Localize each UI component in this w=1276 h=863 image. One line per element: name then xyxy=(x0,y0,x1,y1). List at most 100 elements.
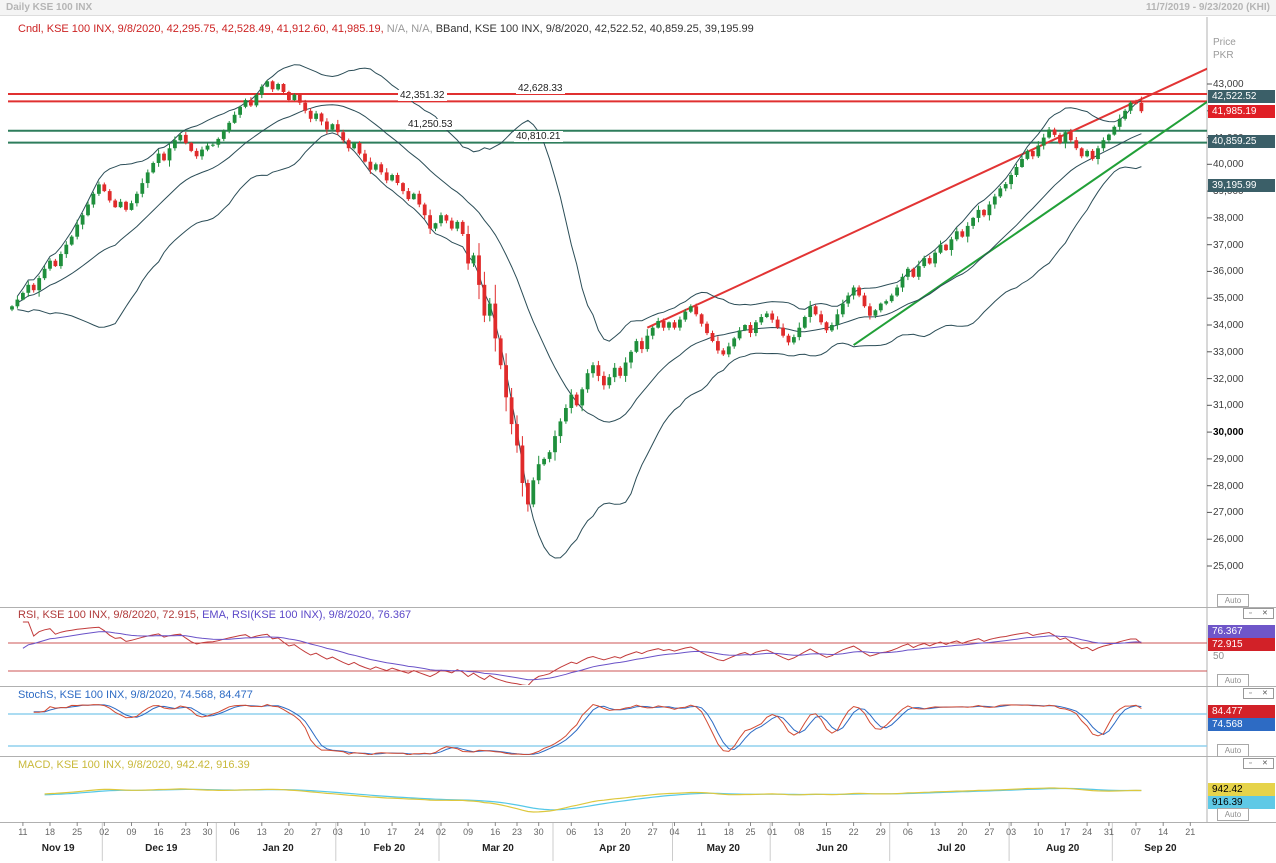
date-tick-label: 06 xyxy=(902,827,913,837)
price-axis-tick-label: 25,000 xyxy=(1213,561,1244,572)
rsi-value-badge: 76.367 xyxy=(1208,625,1275,638)
date-tick-label: 03 xyxy=(1006,827,1017,837)
price-axis-tick-label: 28,000 xyxy=(1213,480,1244,492)
price-level-label[interactable]: 40,810.21 xyxy=(514,131,563,143)
pane-window-controls: ▫ ✕ xyxy=(1243,608,1274,619)
legend-na-values: N/A, N/A, xyxy=(383,23,436,35)
macd-value-badge: 942.42 xyxy=(1208,783,1275,796)
price-axis-tick-label: 29,000 xyxy=(1213,453,1244,465)
date-tick-label: 13 xyxy=(593,827,604,837)
date-tick-label: 29 xyxy=(875,827,886,837)
date-tick-label: 21 xyxy=(1185,827,1196,837)
date-tick-label: 30 xyxy=(533,827,544,837)
date-tick-label: 25 xyxy=(745,827,756,837)
price-axis-tick-label: 30,000 xyxy=(1213,427,1244,439)
price-axis-tick-label: 40,000 xyxy=(1213,159,1244,171)
month-label: Jul 20 xyxy=(937,843,966,854)
pane-window-controls: ▫ ✕ xyxy=(1243,758,1274,769)
price-axis-tick-label: 34,000 xyxy=(1213,320,1244,331)
macd-pane-layer xyxy=(44,787,1142,813)
date-tick-label: 13 xyxy=(930,827,941,837)
date-tick-label: 02 xyxy=(99,827,110,837)
date-tick-label: 09 xyxy=(126,827,137,837)
macd-value-badge: 916.39 xyxy=(1208,796,1275,809)
price-level-label[interactable]: 42,351.32 xyxy=(398,89,447,101)
price-axis-tick-label: 43,000 xyxy=(1213,79,1244,90)
rsi-pane-layer xyxy=(8,621,1207,685)
stoch-value-badge: 84.477 xyxy=(1208,705,1275,718)
rsi-value-badge: 72.915 xyxy=(1208,638,1275,651)
price-level-label[interactable]: 42,628.33 xyxy=(516,82,565,94)
price-axis-tick-label: 27,000 xyxy=(1213,507,1244,519)
price-axis-badge: 41,985.19 xyxy=(1208,104,1275,118)
date-tick-label: 23 xyxy=(180,827,191,837)
pane-close-icon[interactable]: ✕ xyxy=(1261,690,1268,697)
main-chart-legend: Cndl, KSE 100 INX, 9/8/2020, 42,295.75, … xyxy=(18,23,754,35)
date-tick-label: 08 xyxy=(794,827,805,837)
candlestick-legend[interactable]: Cndl, KSE 100 INX, 9/8/2020, 42,295.75, … xyxy=(18,23,384,35)
pane-close-icon[interactable]: ✕ xyxy=(1261,610,1268,617)
date-tick-label: 18 xyxy=(723,827,734,837)
month-label: Dec 19 xyxy=(145,843,178,854)
macd-legend[interactable]: MACD, KSE 100 INX, 9/8/2020, 942.42, 916… xyxy=(18,759,250,771)
chart-header: Daily KSE 100 INX 11/7/2019 - 9/23/2020 … xyxy=(0,0,1276,16)
month-label: Nov 19 xyxy=(41,843,75,854)
price-axis-tick-label: 31,000 xyxy=(1213,400,1244,412)
auto-scale-button[interactable]: Auto xyxy=(1217,808,1249,821)
pane-restore-icon[interactable]: ▫ xyxy=(1249,690,1252,697)
date-tick-label: 25 xyxy=(72,827,83,837)
date-tick-label: 20 xyxy=(957,827,968,837)
date-tick-label: 02 xyxy=(435,827,446,837)
date-tick-label: 16 xyxy=(153,827,164,837)
month-label: Jan 20 xyxy=(262,843,294,854)
date-tick-label: 27 xyxy=(311,827,322,837)
stoch-pane-layer xyxy=(8,703,1207,755)
date-tick-label: 30 xyxy=(202,827,213,837)
date-tick-label: 07 xyxy=(1130,827,1141,837)
month-label: Jun 20 xyxy=(816,843,848,854)
price-axis-tick-label: 37,000 xyxy=(1213,239,1244,251)
pane-restore-icon[interactable]: ▫ xyxy=(1249,610,1252,617)
date-tick-label: 24 xyxy=(1082,827,1093,837)
price-pane-layer xyxy=(8,64,1207,559)
rsi-legend-main[interactable]: RSI, KSE 100 INX, 9/8/2020, 72.915, xyxy=(18,609,203,621)
date-tick-label: 14 xyxy=(1158,827,1169,837)
date-tick-label: 22 xyxy=(848,827,859,837)
rsi-mid-level-label: 50 xyxy=(1213,651,1225,662)
price-level-label[interactable]: 41,250.53 xyxy=(406,119,455,131)
rsi-legend-ema[interactable]: EMA, RSI(KSE 100 INX), 9/8/2020, 76.367 xyxy=(202,609,412,621)
rsi-legend[interactable]: RSI, KSE 100 INX, 9/8/2020, 72.915, EMA,… xyxy=(18,609,411,621)
date-tick-label: 01 xyxy=(767,827,778,837)
auto-scale-button[interactable]: Auto xyxy=(1217,674,1249,687)
date-tick-label: 11 xyxy=(696,827,707,837)
price-axis-title-line1: Price xyxy=(1213,37,1236,48)
date-tick-label: 24 xyxy=(414,827,425,837)
month-label: Mar 20 xyxy=(482,843,514,854)
date-tick-label: 17 xyxy=(387,827,398,837)
bband-legend[interactable]: BBand, KSE 100 INX, 9/8/2020, 42,522.52,… xyxy=(435,23,754,35)
pane-restore-icon[interactable]: ▫ xyxy=(1249,760,1252,767)
stoch-value-badge: 74.568 xyxy=(1208,718,1275,731)
chart-date-range: 11/7/2019 - 9/23/2020 (KHI) xyxy=(1146,2,1270,13)
pane-close-icon[interactable]: ✕ xyxy=(1261,760,1268,767)
price-axis-title: Price PKR xyxy=(1213,36,1236,62)
date-tick-label: 16 xyxy=(490,827,501,837)
date-tick-label: 04 xyxy=(669,827,680,837)
date-tick-label: 17 xyxy=(1060,827,1071,837)
auto-scale-button[interactable]: Auto xyxy=(1217,744,1249,757)
price-axis-tick-label: 33,000 xyxy=(1213,346,1244,358)
price-axis-tick-label: 32,000 xyxy=(1213,373,1244,385)
price-axis-badge: 40,859.25 xyxy=(1208,134,1275,148)
date-tick-label: 06 xyxy=(229,827,240,837)
price-axis-tick-label: 26,000 xyxy=(1213,534,1244,546)
price-axis-tick-label: 35,000 xyxy=(1213,293,1244,305)
date-tick-label: 09 xyxy=(463,827,474,837)
date-tick-label: 10 xyxy=(1033,827,1044,837)
price-axis-badge: 39,195.99 xyxy=(1208,179,1275,193)
pane-window-controls: ▫ ✕ xyxy=(1243,688,1274,699)
stoch-legend[interactable]: StochS, KSE 100 INX, 9/8/2020, 74.568, 8… xyxy=(18,689,253,701)
date-tick-label: 06 xyxy=(566,827,577,837)
auto-scale-button[interactable]: Auto xyxy=(1217,594,1249,607)
